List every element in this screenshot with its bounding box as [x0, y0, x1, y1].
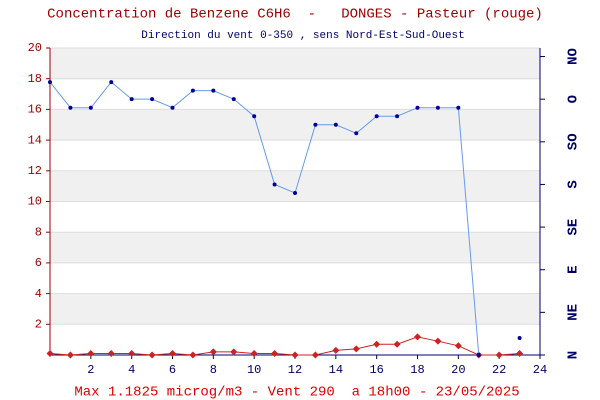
data-point — [374, 114, 379, 119]
data-point — [170, 105, 175, 110]
x-tick-label: 20 — [451, 363, 465, 377]
data-point — [454, 342, 462, 350]
chart-title: Concentration de Benzene C6H6 - DONGES -… — [47, 7, 543, 23]
grid-band — [50, 109, 540, 141]
data-point — [68, 105, 73, 110]
data-point — [250, 349, 258, 357]
y-tick-label: 4 — [35, 287, 42, 301]
y-tick-label: 8 — [35, 225, 42, 239]
y-tick-label: 16 — [28, 103, 42, 117]
y2-tick-label: NO — [566, 48, 582, 65]
data-point — [332, 346, 340, 354]
x-tick-label: 10 — [247, 363, 261, 377]
series-line — [49, 336, 520, 356]
data-point — [414, 333, 421, 341]
grid-band — [50, 48, 540, 79]
data-point — [169, 349, 176, 357]
data-point — [395, 114, 400, 119]
x-tick-label: 8 — [210, 363, 217, 377]
data-point — [373, 340, 381, 348]
data-point — [415, 105, 420, 110]
y-tick-label: 2 — [35, 317, 42, 331]
data-point — [434, 337, 442, 345]
data-point — [88, 105, 93, 110]
data-point — [107, 349, 115, 357]
chart-subtitle: Direction du vent 0-350 , sens Nord-Est-… — [141, 30, 464, 42]
data-point — [271, 349, 279, 357]
y-tick-label: 6 — [35, 256, 42, 270]
y2-tick-label: O — [566, 95, 582, 103]
x-tick-label: 6 — [169, 363, 176, 377]
data-point — [148, 351, 156, 359]
data-point — [150, 97, 155, 102]
y2-tick-label: SE — [566, 219, 582, 236]
data-point — [231, 97, 236, 102]
y2-tick-label: N — [566, 351, 582, 359]
data-point — [230, 348, 238, 356]
x-tick-label: 14 — [329, 363, 343, 377]
data-point — [476, 353, 481, 357]
data-point — [189, 351, 197, 359]
data-point — [352, 345, 360, 353]
x-tick-label: 2 — [87, 363, 94, 377]
y2-tick-label: E — [566, 266, 582, 274]
x-tick-label: 4 — [128, 363, 135, 377]
y2-tick-label: S — [566, 180, 582, 188]
data-point — [66, 351, 74, 359]
x-tick-label: 12 — [288, 363, 302, 377]
y2-tick-label: NE — [566, 304, 582, 321]
y2-tick-label: SO — [566, 133, 582, 150]
y-tick-label: 14 — [28, 133, 42, 147]
data-point — [272, 182, 277, 187]
data-point — [333, 122, 338, 127]
data-point — [252, 114, 257, 119]
y-tick-label: 12 — [28, 164, 42, 178]
y-tick-label: 18 — [28, 72, 42, 86]
data-point — [456, 105, 461, 110]
data-point — [129, 97, 134, 102]
data-point — [128, 349, 136, 357]
data-point — [311, 351, 319, 359]
data-point — [109, 80, 114, 85]
x-tick-label: 22 — [492, 363, 506, 377]
data-point — [435, 105, 440, 110]
y-tick-label: 10 — [28, 195, 42, 209]
data-point — [211, 88, 216, 93]
data-point — [87, 349, 95, 357]
data-point — [48, 80, 52, 85]
x-tick-label: 24 — [533, 363, 547, 377]
data-point — [517, 335, 522, 340]
chart-footer: Max 1.1825 microg/m3 - Vent 290 a 18h00 … — [74, 385, 519, 400]
data-point — [293, 190, 297, 195]
data-point — [190, 88, 195, 93]
data-point — [209, 348, 217, 356]
y-tick-label: 20 — [28, 41, 42, 55]
data-point — [291, 351, 299, 359]
x-tick-label: 18 — [410, 363, 424, 377]
grid-band — [50, 293, 540, 325]
x-tick-label: 16 — [369, 363, 383, 377]
grid-band — [50, 232, 540, 263]
data-point — [313, 122, 318, 127]
data-point — [516, 349, 524, 357]
data-point — [354, 131, 359, 136]
data-point — [393, 340, 401, 348]
data-point — [495, 351, 503, 359]
data-point — [46, 349, 54, 357]
grid-band — [50, 170, 540, 202]
